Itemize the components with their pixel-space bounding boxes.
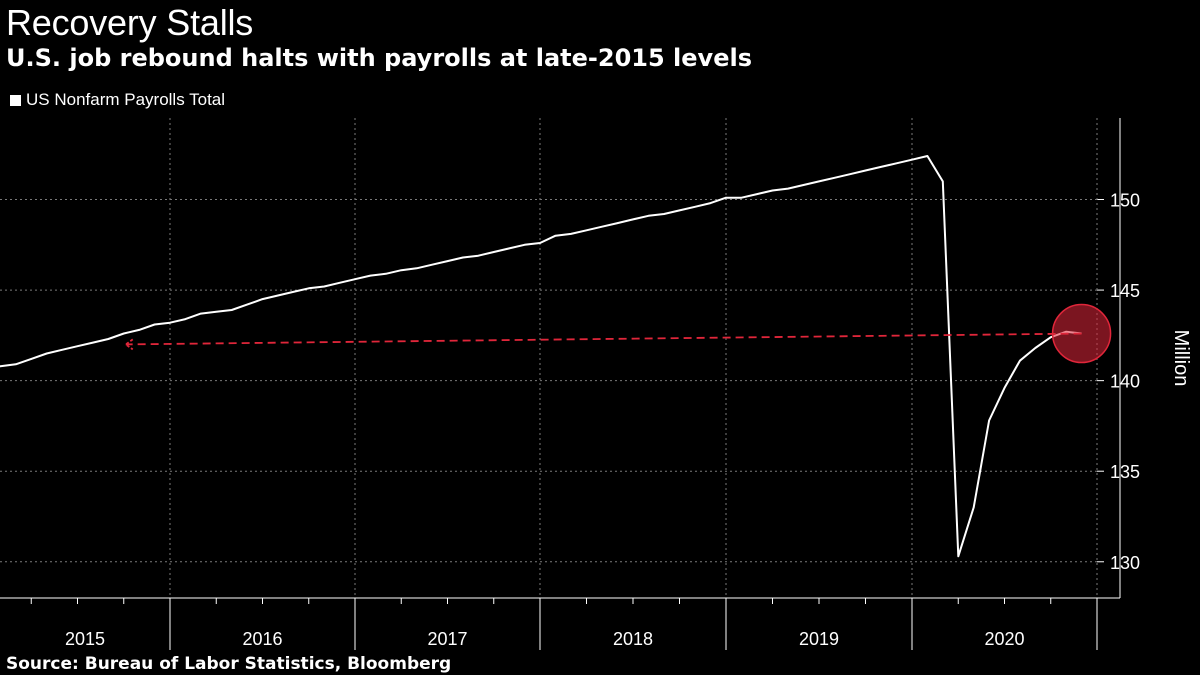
y-tick-label: 145 <box>1110 281 1140 301</box>
x-tick-label: 2016 <box>242 629 282 649</box>
x-tick-label: 2015 <box>65 629 105 649</box>
legend: US Nonfarm Payrolls Total <box>10 90 225 110</box>
y-tick-label: 150 <box>1110 191 1140 211</box>
legend-label: US Nonfarm Payrolls Total <box>26 90 226 109</box>
x-tick-label: 2019 <box>799 629 839 649</box>
x-tick-label: 2020 <box>984 629 1024 649</box>
x-tick-label: 2017 <box>427 629 467 649</box>
annotation-arrowhead <box>124 338 134 351</box>
x-tick-label: 2018 <box>613 629 653 649</box>
y-axis-label: Million <box>1170 330 1192 387</box>
y-tick-label: 130 <box>1110 553 1140 573</box>
y-tick-label: 135 <box>1110 462 1140 482</box>
series-line-payrolls <box>0 155 1082 558</box>
legend-swatch <box>10 94 21 106</box>
chart-title: Recovery Stalls <box>6 2 254 43</box>
annotation-dashed-line <box>125 332 1082 346</box>
source-note: Source: Bureau of Labor Statistics, Bloo… <box>6 654 452 674</box>
y-tick-label: 140 <box>1110 372 1140 392</box>
chart-subtitle: U.S. job rebound halts with payrolls at … <box>6 44 752 72</box>
